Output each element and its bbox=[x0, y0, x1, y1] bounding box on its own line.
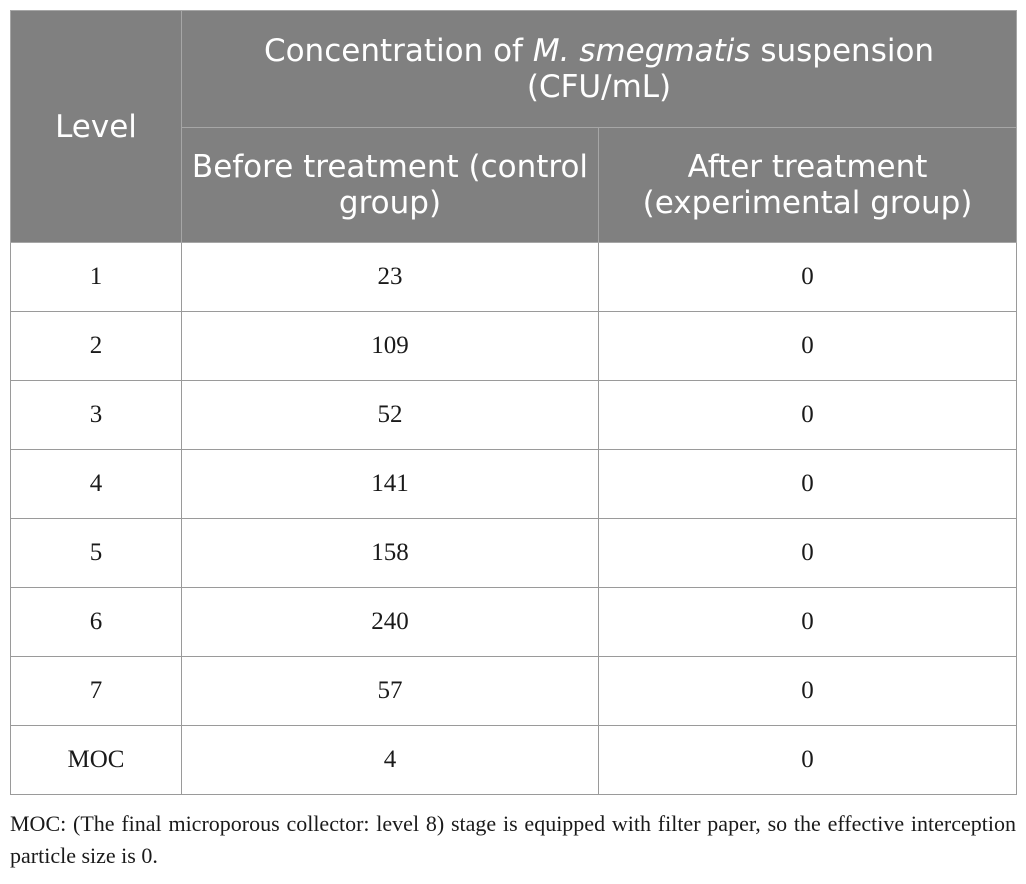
table-row: 1 23 0 bbox=[10, 242, 1018, 312]
header-concentration-group: Concentration of M. smegmatis suspension… bbox=[180, 10, 1018, 128]
table-header: Level Concentration of M. smegmatis susp… bbox=[10, 10, 1018, 243]
cell-after: 0 bbox=[597, 656, 1018, 726]
cell-level: 5 bbox=[10, 518, 182, 588]
data-table-container: Level Concentration of M. smegmatis susp… bbox=[10, 10, 1018, 795]
header-group-suffix: suspension (CFU/mL) bbox=[526, 33, 935, 105]
cell-level: 3 bbox=[10, 380, 182, 450]
cell-after: 0 bbox=[597, 380, 1018, 450]
table-row: MOC 4 0 bbox=[10, 725, 1018, 795]
cell-after: 0 bbox=[597, 311, 1018, 381]
cell-before: 240 bbox=[181, 587, 599, 657]
table-row: 3 52 0 bbox=[10, 380, 1018, 450]
cell-after: 0 bbox=[597, 518, 1018, 588]
cell-after: 0 bbox=[597, 242, 1018, 312]
table-footnote: MOC: (The final microporous collector: l… bbox=[10, 811, 1016, 868]
cell-level: 1 bbox=[10, 242, 182, 312]
header-group-species: M. smegmatis bbox=[532, 33, 751, 69]
header-level: Level bbox=[10, 10, 182, 243]
header-before-treatment: Before treatment (control group) bbox=[181, 127, 599, 243]
cell-level: 7 bbox=[10, 656, 182, 726]
cell-after: 0 bbox=[597, 725, 1018, 795]
cell-before: 4 bbox=[181, 725, 599, 795]
header-after-treatment: After treatment (experimental group) bbox=[597, 127, 1018, 243]
table-row: 7 57 0 bbox=[10, 656, 1018, 726]
cell-after: 0 bbox=[597, 587, 1018, 657]
cell-before: 109 bbox=[181, 311, 599, 381]
cell-before: 52 bbox=[181, 380, 599, 450]
cell-level: MOC bbox=[10, 725, 182, 795]
table-body: 1 23 0 2 109 0 3 52 0 4 141 0 5 158 bbox=[10, 242, 1018, 795]
table-row: 6 240 0 bbox=[10, 587, 1018, 657]
cell-before: 23 bbox=[181, 242, 599, 312]
cell-before: 57 bbox=[181, 656, 599, 726]
data-table: Level Concentration of M. smegmatis susp… bbox=[10, 10, 1018, 795]
cell-level: 6 bbox=[10, 587, 182, 657]
cell-before: 141 bbox=[181, 449, 599, 519]
header-group-prefix: Concentration of bbox=[263, 33, 533, 69]
table-row: 2 109 0 bbox=[10, 311, 1018, 381]
cell-after: 0 bbox=[597, 449, 1018, 519]
cell-level: 4 bbox=[10, 449, 182, 519]
cell-level: 2 bbox=[10, 311, 182, 381]
table-row: 4 141 0 bbox=[10, 449, 1018, 519]
table-row: 5 158 0 bbox=[10, 518, 1018, 588]
cell-before: 158 bbox=[181, 518, 599, 588]
